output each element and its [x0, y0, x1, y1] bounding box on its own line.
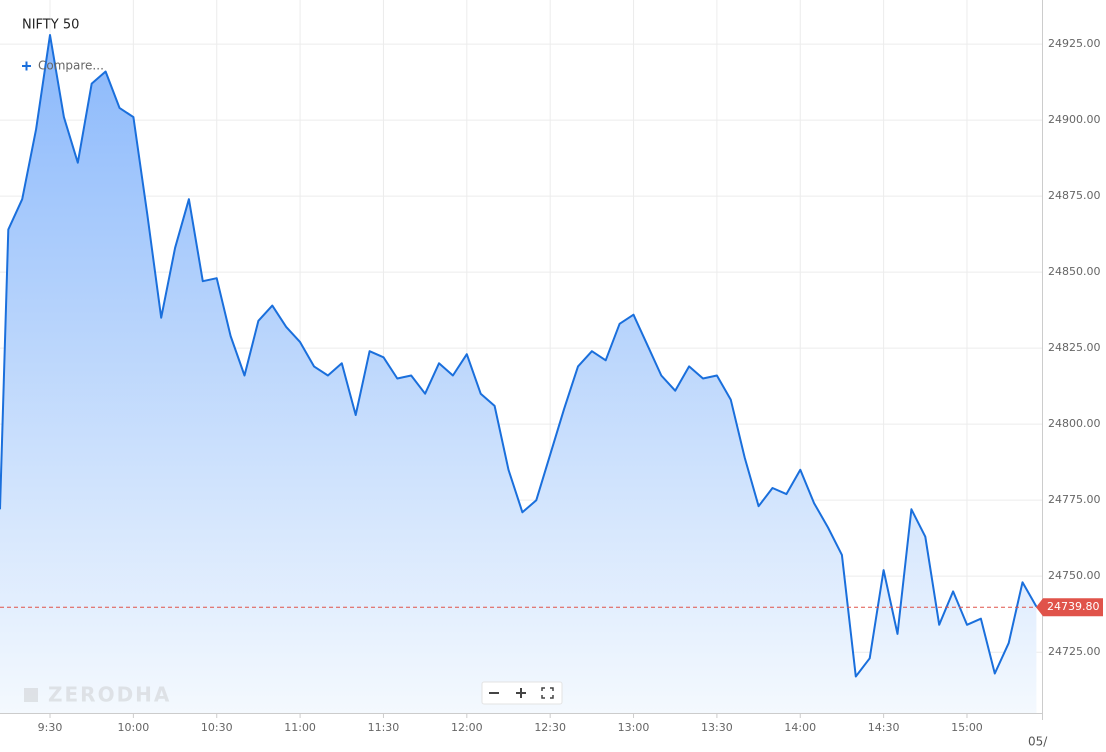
x-tick-label: 13:30 [701, 721, 733, 734]
compare-button[interactable]: Compare... [22, 59, 104, 73]
fullscreen[interactable] [541, 687, 554, 699]
x-tick-label: 15:00 [951, 721, 983, 734]
date-label: 05/ [1028, 735, 1048, 749]
x-tick-label: 11:00 [284, 721, 316, 734]
x-tick-label: 13:00 [618, 721, 650, 734]
x-tick-label: 11:30 [368, 721, 400, 734]
y-tick-label: 24800.00 [1048, 417, 1101, 430]
y-tick-label: 24725.00 [1048, 645, 1101, 658]
y-tick-label: 24925.00 [1048, 37, 1101, 50]
x-tick-label: 10:30 [201, 721, 233, 734]
y-tick-label: 24850.00 [1048, 265, 1101, 278]
last-price-label: 24739.80 [1047, 600, 1100, 613]
y-tick-label: 24875.00 [1048, 189, 1101, 202]
watermark: ZERODHA [24, 683, 171, 707]
x-tick-label: 12:00 [451, 721, 483, 734]
x-tick-label: 10:00 [118, 721, 150, 734]
y-tick-label: 24775.00 [1048, 493, 1101, 506]
plot [0, 34, 1038, 713]
area [0, 35, 1037, 713]
zoom-controls [481, 681, 563, 705]
x-tick-label: 12:30 [534, 721, 566, 734]
line [0, 34, 1038, 678]
x-tick-label: 9:30 [38, 721, 63, 734]
last-price-box [1036, 598, 1103, 617]
compare-label[interactable]: Compare... [38, 59, 104, 73]
zoom-in[interactable] [516, 688, 526, 698]
x-tick-label: 14:30 [868, 721, 900, 734]
chart-title: NIFTY 50 [22, 18, 79, 33]
y-tick-label: 24900.00 [1048, 113, 1101, 126]
watermark-icon [24, 688, 38, 702]
plus-icon [22, 61, 31, 71]
x-tick-label: 14:00 [784, 721, 816, 734]
y-tick-label: 24750.00 [1048, 569, 1101, 582]
watermark-text: ZERODHA [48, 683, 171, 707]
y-tick-label: 24825.00 [1048, 341, 1101, 354]
